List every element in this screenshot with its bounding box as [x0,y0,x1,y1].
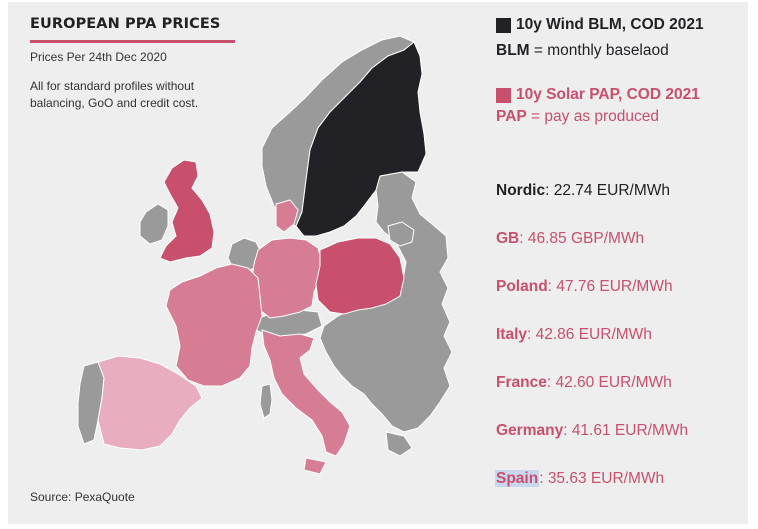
map-sardinia [259,383,273,419]
map-portugal [77,361,105,445]
legend-wind-abbr: BLM [496,42,530,59]
map-ireland [139,203,169,245]
price-region: GB [496,230,520,247]
map-denmark [275,199,299,233]
price-row-italy: Italy: 42.86 EUR/MWh [496,326,652,344]
price-region: Spain [495,470,540,487]
price-region: France [496,374,547,391]
price-value: : 46.85 GBP/MWh [519,230,645,247]
price-row-france: France: 42.60 EUR/MWh [496,374,672,392]
map-italy [261,329,351,457]
price-value: : 42.86 EUR/MWh [527,326,652,343]
price-row-nordic: Nordic: 22.74 EUR/MWh [496,182,670,200]
source-credit: Source: PexaQuote [30,490,135,504]
page-title: EUROPEAN PPA PRICES [30,16,221,32]
price-row-gb: GB: 46.85 GBP/MWh [496,230,644,248]
solar-swatch [496,87,511,103]
subtitle: Prices Per 24th Dec 2020 [30,50,167,64]
price-region: Poland [496,278,548,295]
legend-wind-text: = monthly baselaod [529,42,669,59]
map-balkans-islands [385,431,413,457]
wind-swatch [496,17,511,33]
map-france [165,263,263,387]
price-value: : 42.60 EUR/MWh [546,374,672,391]
legend-solar-abbr: PAP [496,108,527,125]
map-sicily [303,457,327,475]
price-region: Germany [496,422,564,439]
price-region: Nordic [496,182,546,199]
price-row-germany: Germany: 41.61 EUR/MWh [496,422,688,440]
price-value: : 35.63 EUR/MWh [539,470,665,487]
map-poland [315,237,405,315]
legend-solar-desc: PAP = pay as produced [496,108,659,126]
legend-solar-text: = pay as produced [526,108,660,125]
map-great-britain [159,159,215,263]
price-row-spain: Spain: 35.63 EUR/MWh [495,470,665,488]
title-underline [30,40,235,43]
price-value: : 22.74 EUR/MWh [545,182,670,199]
legend-wind: 10y Wind BLM, COD 2021 [496,16,704,34]
methodology-note: All for standard profiles without balanc… [30,79,199,110]
legend-wind-desc: BLM = monthly baselaod [496,42,669,60]
legend-wind-label: 10y Wind BLM, COD 2021 [516,16,704,33]
price-value: : 41.61 EUR/MWh [563,422,689,439]
price-value: : 47.76 EUR/MWh [547,278,673,295]
price-row-poland: Poland: 47.76 EUR/MWh [496,278,673,296]
map-spain [97,355,203,451]
price-region: Italy [496,326,528,343]
map-germany [251,237,323,319]
map-iceland-coast [387,221,415,247]
map-nordic [295,41,427,237]
legend-solar-label: 10y Solar PAP, COD 2021 [516,86,700,103]
legend-solar: 10y Solar PAP, COD 2021 [496,86,700,104]
